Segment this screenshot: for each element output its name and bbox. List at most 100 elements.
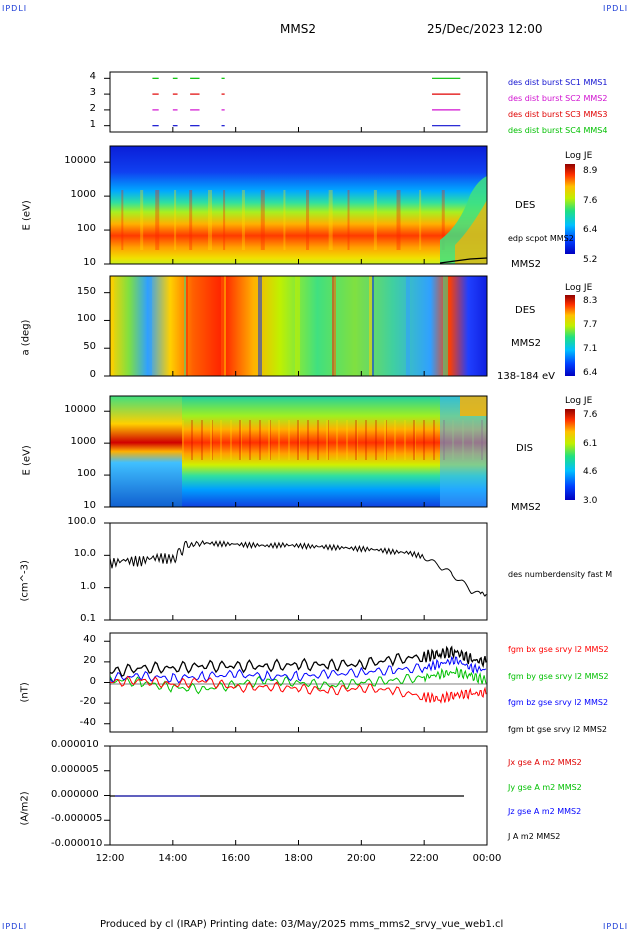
spectrogram-texture bbox=[174, 190, 177, 250]
current-ytick-label: 0.000010 bbox=[51, 739, 99, 750]
time-axis-tick-label: 14:00 bbox=[158, 853, 188, 864]
density-ytick-label: 100.0 bbox=[67, 516, 96, 527]
density-series-line bbox=[110, 539, 487, 597]
time-axis-tick-label: 12:00 bbox=[95, 853, 125, 864]
dis-texture bbox=[269, 420, 271, 460]
colorbar-dis-tick: 7.6 bbox=[583, 410, 598, 420]
colorbar-pitch-angle bbox=[565, 295, 575, 376]
dis-texture bbox=[356, 420, 358, 460]
time-axis-tick-label: 22:00 bbox=[409, 853, 439, 864]
corner-mark-bl: IPDLI bbox=[2, 922, 28, 931]
dis-texture bbox=[239, 420, 241, 460]
dis-sc-label: MMS2 bbox=[511, 502, 541, 513]
bz-series-line bbox=[110, 656, 487, 684]
spectrogram-texture bbox=[419, 190, 422, 250]
panel-magnetic-field bbox=[109, 632, 488, 733]
density-ylabel: (cm^-3) bbox=[19, 560, 31, 602]
pitch-sc-label: MMS2 bbox=[511, 338, 541, 349]
dis-texture bbox=[268, 420, 270, 460]
colorbar-des-energy bbox=[565, 164, 575, 254]
panel-des-spectrogram bbox=[109, 145, 488, 265]
des-energy-ytick-label: 1000 bbox=[70, 189, 96, 201]
current-ytick-label: -0.000010 bbox=[51, 838, 103, 849]
bfield-ytick-label: 40 bbox=[83, 634, 96, 646]
corner-mark-tl: IPDLI bbox=[2, 4, 28, 13]
pitch-angle-ylabel: a (deg) bbox=[20, 319, 32, 356]
burst-legend-entry: des dist burst SC1 MMS1 bbox=[508, 78, 608, 87]
dis-texture bbox=[413, 420, 415, 460]
colorbar-dis-tick: 3.0 bbox=[583, 495, 598, 506]
dis-texture bbox=[423, 420, 425, 460]
pitch-ytick-label: 100 bbox=[76, 313, 96, 325]
spectrogram-texture bbox=[441, 190, 445, 250]
panel-burst bbox=[109, 71, 488, 133]
dis-texture bbox=[240, 420, 242, 460]
panel-dis-spectrogram bbox=[109, 395, 488, 508]
burst-legend-entry: des dist burst SC4 MMS4 bbox=[508, 126, 608, 135]
burst-legend-entry: des dist burst SC2 MMS2 bbox=[508, 94, 608, 103]
dis-texture bbox=[433, 420, 435, 460]
dis-species-label: DIS bbox=[516, 443, 533, 454]
density-ytick-label: 10.0 bbox=[73, 548, 96, 560]
dis-texture bbox=[384, 420, 386, 460]
spectrogram-texture bbox=[121, 190, 124, 250]
bx-series-line bbox=[110, 675, 487, 704]
time-axis-tick-label: 20:00 bbox=[346, 853, 376, 864]
footer-credits: Produced by cl (IRAP) Printing date: 03/… bbox=[100, 919, 504, 930]
pitch-texture bbox=[295, 276, 300, 376]
bfield-legend-entry: fgm bt gse srvy l2 MMS2 bbox=[508, 724, 607, 734]
dis-texture bbox=[355, 420, 357, 460]
des-energy-ytick-label: 100 bbox=[76, 223, 96, 235]
dis-texture bbox=[346, 420, 348, 460]
pitch-texture bbox=[369, 276, 372, 376]
by-series-line bbox=[110, 665, 487, 695]
pitch-texture bbox=[258, 276, 262, 376]
dis-texture bbox=[297, 420, 299, 460]
spacecraft-title: MMS2 bbox=[280, 22, 316, 36]
dis-texture bbox=[230, 420, 232, 460]
bfield-ytick-label: -40 bbox=[79, 716, 96, 728]
panel-pitch-angle bbox=[109, 275, 488, 377]
spectrogram-texture bbox=[283, 190, 286, 250]
bfield-legend-entry: fgm bz gse srvy l2 MMS2 bbox=[508, 698, 609, 707]
bfield-ytick-label: -20 bbox=[79, 696, 96, 708]
des-energy-ytick-label: 10000 bbox=[64, 155, 96, 167]
des-species-label: DES bbox=[515, 200, 536, 211]
current-ytick-label: 0.000000 bbox=[51, 788, 99, 800]
dis-texture bbox=[385, 420, 387, 460]
panel-current-density bbox=[109, 745, 488, 846]
dis-texture bbox=[404, 420, 406, 460]
dis-texture bbox=[278, 420, 280, 460]
colorbar-pitch-tick: 8.3 bbox=[583, 296, 598, 306]
bfield-legend-entry: fgm bx gse srvy l2 MMS2 bbox=[508, 645, 609, 654]
dis-energy-ytick-label: 10000 bbox=[64, 404, 96, 416]
spectrogram-texture bbox=[140, 190, 144, 250]
dis-texture bbox=[220, 420, 222, 460]
current-legend-entry: J A m2 MMS2 bbox=[508, 831, 561, 841]
dis-texture bbox=[365, 420, 367, 460]
spectrogram-texture bbox=[373, 190, 377, 250]
pitch-texture bbox=[443, 276, 448, 376]
pitch-energy-label: 138-184 eV bbox=[497, 371, 555, 382]
pitch-ytick-label: 150 bbox=[76, 285, 96, 297]
spectrogram-texture bbox=[347, 190, 350, 250]
time-axis-tick-label: 16:00 bbox=[221, 853, 251, 864]
dis-texture bbox=[394, 420, 396, 460]
spectrogram-texture bbox=[241, 190, 245, 250]
pitch-texture bbox=[184, 276, 186, 376]
pitch-texture bbox=[110, 276, 114, 376]
dis-energy-ytick-label: 1000 bbox=[70, 436, 96, 448]
colorbar-des-tick: 6.4 bbox=[583, 225, 598, 235]
des-sc-label: MMS2 bbox=[511, 259, 541, 270]
colorbar-pitch-tick: 6.4 bbox=[583, 368, 598, 378]
burst-ytick-label: 3 bbox=[89, 87, 96, 99]
corner-mark-tr: IPDLI bbox=[603, 4, 629, 13]
spectrogram-texture bbox=[223, 190, 226, 250]
dis-texture bbox=[336, 420, 338, 460]
colorbar-des-tick: 5.2 bbox=[583, 254, 598, 265]
density-ytick-label: 1.0 bbox=[80, 580, 96, 592]
pitch-species-label: DES bbox=[515, 305, 536, 316]
time-axis-tick-label: 18:00 bbox=[284, 853, 313, 864]
dis-texture bbox=[182, 420, 184, 460]
dis-texture bbox=[210, 420, 212, 460]
